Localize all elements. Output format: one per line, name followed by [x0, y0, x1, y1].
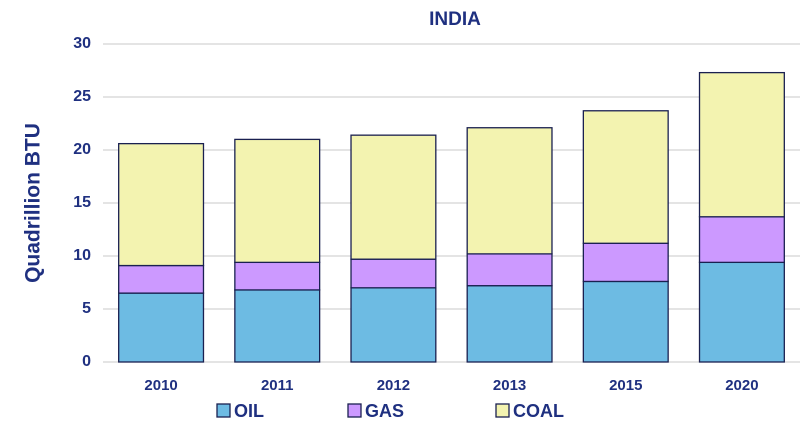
x-tick-label: 2012: [377, 377, 410, 394]
bar-segment: [466, 253, 553, 287]
legend-label: COAL: [513, 401, 564, 421]
legend-swatch: [347, 403, 362, 418]
y-tick-label: 15: [73, 194, 91, 211]
y-tick-label: 0: [82, 353, 91, 370]
y-tick-label: 25: [73, 88, 91, 105]
x-tick-label: 2020: [725, 377, 758, 394]
bar-segment: [582, 110, 669, 244]
bar-segment: [234, 261, 321, 291]
bar-segment: [698, 71, 785, 218]
chart-title: INDIA: [429, 9, 481, 30]
y-axis-label: Quadrillion BTU: [22, 123, 45, 283]
legend-label: OIL: [234, 401, 264, 421]
y-tick-label: 10: [73, 247, 91, 264]
legend-label: GAS: [365, 401, 404, 421]
bar-segment: [582, 280, 669, 363]
bar-segment: [118, 142, 205, 267]
bar-segment: [466, 127, 553, 255]
x-tick-label: 2010: [144, 377, 177, 394]
x-tick-label: 2011: [261, 377, 294, 394]
y-tick-label: 5: [82, 300, 91, 317]
bar-segment: [698, 216, 785, 264]
bar-segment: [698, 261, 785, 363]
bar-segment: [466, 285, 553, 363]
y-tick-label: 20: [73, 141, 91, 158]
bar-segment: [234, 138, 321, 264]
x-tick-label: 2013: [493, 377, 526, 394]
bar-segment: [582, 242, 669, 283]
bar-segment: [350, 258, 437, 289]
bar-segment: [118, 264, 205, 294]
bar-segment: [118, 292, 205, 363]
x-tick-label: 2015: [609, 377, 642, 394]
bar-segment: [350, 134, 437, 260]
y-tick-label: 30: [73, 35, 91, 52]
legend-swatch: [495, 403, 510, 418]
legend-swatch: [216, 403, 231, 418]
bar-segment: [234, 289, 321, 363]
bar-segment: [350, 287, 437, 363]
